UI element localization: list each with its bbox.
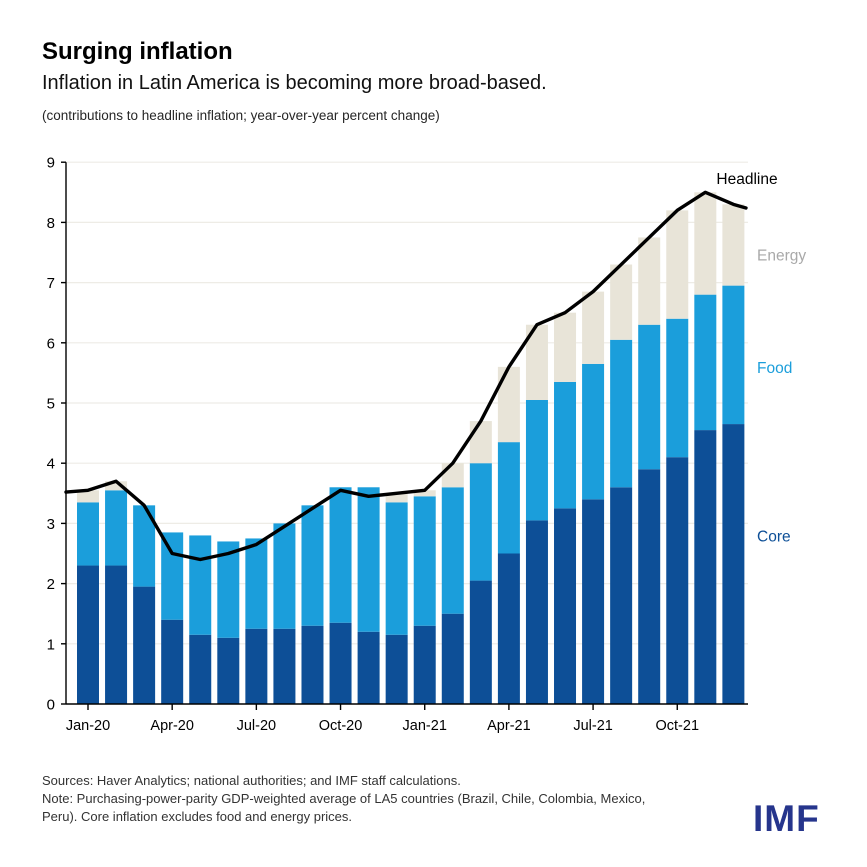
bar-segment-food xyxy=(301,505,324,626)
y-tick-label: 7 xyxy=(47,275,55,292)
bar-segment-core xyxy=(189,634,212,704)
bar-segment-core xyxy=(329,622,352,704)
bar-segment-core xyxy=(638,469,661,704)
bar-segment-food xyxy=(329,487,352,623)
y-tick-label: 0 xyxy=(47,697,55,714)
bar-segment-energy xyxy=(638,237,661,325)
imf-logo: IMF xyxy=(753,798,820,839)
bar-segment-core xyxy=(582,499,605,704)
bar-segment-energy xyxy=(666,210,689,319)
bar-segment-food xyxy=(357,487,380,632)
bar-segment-energy xyxy=(413,490,436,497)
footer-note: Note: Purchasing-power-parity GDP-weight… xyxy=(42,791,646,824)
bar-segment-food xyxy=(722,285,745,425)
bar-segment-food xyxy=(77,502,99,566)
bar-segment-food xyxy=(694,294,717,431)
bar-segment-food xyxy=(273,523,296,629)
bar-segment-energy xyxy=(722,204,745,286)
bar-segment-food xyxy=(441,487,464,614)
bar-segment-energy xyxy=(694,192,717,295)
bar-segment-food xyxy=(638,324,661,470)
bar-segment-energy xyxy=(525,324,548,400)
inflation-stacked-bar-chart: 0 1 2 3 4 5 6 7 8 9 Jan-20 Apr-20 Jul-20 Oct-20 Jan-21… xyxy=(0,140,867,755)
bar-segment-energy xyxy=(385,493,408,503)
bar-segment-food xyxy=(497,442,520,554)
bar-segment-food xyxy=(413,496,436,626)
chart-subtitle: Inflation in Latin America is becoming m… xyxy=(42,72,547,94)
bar-segment-core xyxy=(301,625,324,704)
bar-segment-food xyxy=(161,532,184,620)
y-tick-label: 2 xyxy=(47,576,55,593)
bar-segment-food xyxy=(385,502,408,635)
x-tick-label: Jan-21 xyxy=(403,718,447,734)
bar-segment-food xyxy=(525,399,548,521)
bar-segment-core xyxy=(105,565,128,704)
bar-segment-energy xyxy=(610,264,633,340)
chart-unit-note: (contributions to headline inflation; ye… xyxy=(42,108,440,123)
bar-segment-energy xyxy=(441,463,464,488)
bar-segment-food xyxy=(469,463,492,581)
bar-segment-energy xyxy=(469,421,492,464)
bar-segment-core xyxy=(441,613,464,704)
y-tick-label: 4 xyxy=(47,456,55,473)
x-tick-label: Oct-20 xyxy=(319,718,363,734)
bar-segment-energy xyxy=(105,481,128,491)
bar-segment-food xyxy=(189,535,212,635)
bar-segment-food xyxy=(666,318,689,458)
page-title: Surging inflation xyxy=(42,38,233,65)
bar-segment-core xyxy=(273,628,296,704)
bar-segment-core xyxy=(554,508,577,704)
bar-segment-energy xyxy=(77,490,99,503)
series-label-headline: Headline xyxy=(716,171,777,188)
y-tick-label: 1 xyxy=(47,636,55,653)
bar-segment-core xyxy=(413,625,436,704)
bar-segment-core xyxy=(469,580,492,704)
bar-segment-core xyxy=(357,631,380,704)
bar-segment-core xyxy=(161,619,184,704)
series-label-core: Core xyxy=(757,529,791,546)
bar-segment-food xyxy=(133,505,156,587)
bar-segment-energy xyxy=(582,291,605,364)
series-label-food: Food xyxy=(757,360,792,377)
x-tick-label: Jan-20 xyxy=(66,718,110,734)
bar-segment-core xyxy=(133,586,156,704)
bar-segment-food xyxy=(610,339,633,488)
bar-segment-food xyxy=(554,381,577,509)
y-tick-label: 5 xyxy=(47,396,55,413)
bar-segment-core xyxy=(722,424,745,704)
x-tick-label: Oct-21 xyxy=(656,718,700,734)
x-tick-label: Apr-20 xyxy=(150,718,194,734)
bar-segment-core xyxy=(385,634,408,704)
bar-segment-core xyxy=(666,457,689,704)
bar-segment-energy xyxy=(554,312,577,382)
x-tick-label: Apr-21 xyxy=(487,718,531,734)
bar-segment-core xyxy=(245,628,268,704)
footer-sources: Sources: Haver Analytics; national autho… xyxy=(42,773,461,788)
x-tick-label: Jul-21 xyxy=(573,718,613,734)
x-tick-label: Jul-20 xyxy=(237,718,277,734)
bar-segment-food xyxy=(105,490,128,566)
bar-segment-core xyxy=(497,553,520,704)
headline-line xyxy=(64,190,748,562)
chart-footer: Sources: Haver Analytics; national autho… xyxy=(42,772,650,826)
bar-segment-core xyxy=(217,637,240,704)
bar-segment-core xyxy=(610,487,633,704)
bar-segment-core xyxy=(694,430,717,704)
bar-segment-food xyxy=(582,363,605,500)
chart-canvas: 0 1 2 3 4 5 6 7 8 9 Jan-20 Apr-20 Jul-20 Oct-20 Jan-21… xyxy=(47,155,807,734)
bar-segment-core xyxy=(525,520,548,704)
y-tick-label: 9 xyxy=(47,155,55,172)
y-tick-label: 8 xyxy=(47,215,55,232)
series-label-energy: Energy xyxy=(757,248,806,265)
y-tick-label: 3 xyxy=(47,516,55,533)
bar-segment-food xyxy=(217,541,240,638)
bar-segment-food xyxy=(245,538,268,629)
bar-segment-energy xyxy=(497,366,520,443)
bar-segment-core xyxy=(77,565,99,704)
y-tick-label: 6 xyxy=(47,335,55,352)
